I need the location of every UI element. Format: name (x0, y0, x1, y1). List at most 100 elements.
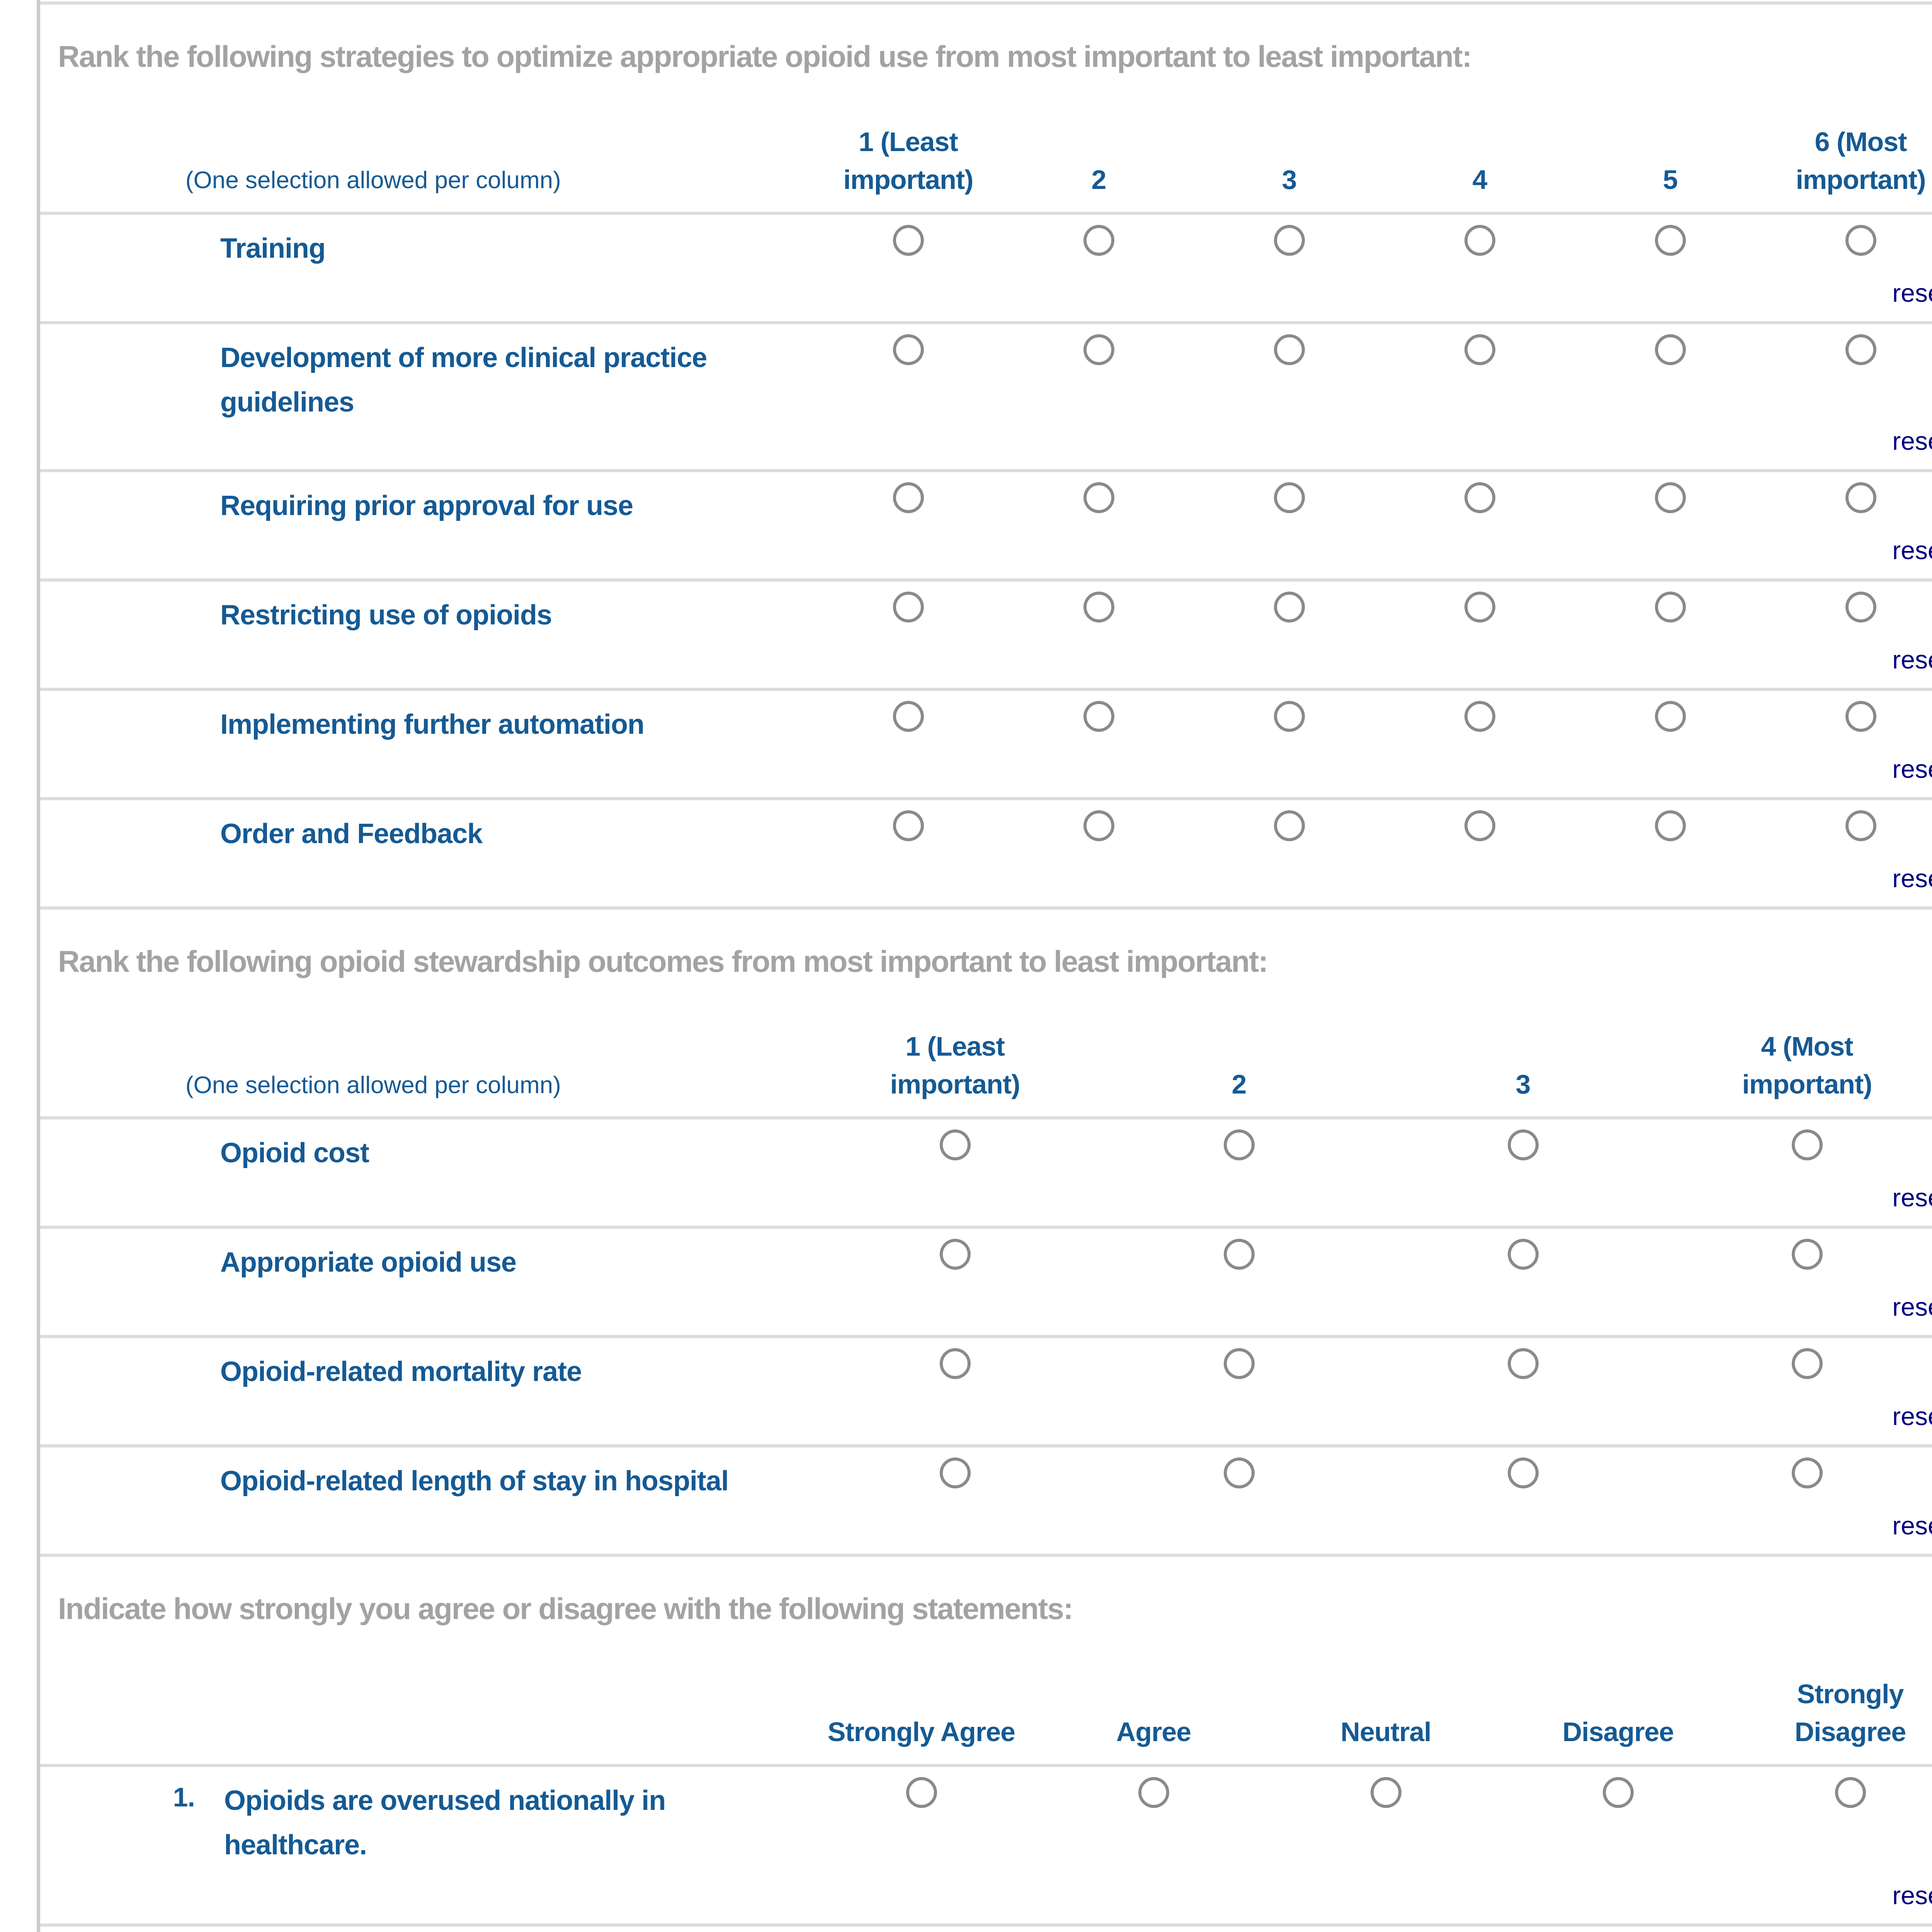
radio-button[interactable] (1845, 591, 1876, 622)
row-label-cell: Opioids are overused nationally in healt… (195, 1767, 805, 1867)
radio-button[interactable] (1083, 591, 1114, 622)
radio-button[interactable] (1083, 224, 1114, 256)
column-header-label: Disagree (1562, 1716, 1674, 1747)
reset-link[interactable]: reset (1892, 864, 1932, 893)
radio-button[interactable] (1083, 482, 1114, 513)
radio-button[interactable] (1507, 1129, 1539, 1161)
reset-link[interactable]: reset (1892, 1511, 1932, 1540)
ranking-table: (One selection allowed per column) 1 (Lea… (40, 1003, 1932, 1557)
option-cell (1097, 1447, 1381, 1489)
radio-button[interactable] (1464, 224, 1495, 256)
radio-button[interactable] (1791, 1458, 1823, 1489)
reset-link[interactable]: reset (1892, 278, 1932, 307)
table-row: Appropriate opioid use reset (40, 1229, 1932, 1338)
radio-button[interactable] (893, 591, 924, 622)
radio-button[interactable] (893, 810, 924, 841)
radio-button[interactable] (893, 334, 924, 365)
radio-button[interactable] (1223, 1348, 1255, 1379)
row-label: Opioids are overused nationally in healt… (224, 1785, 666, 1861)
column-header-2: 2 (1003, 161, 1194, 199)
radio-button[interactable] (1835, 1777, 1866, 1808)
radio-button[interactable] (1223, 1239, 1255, 1270)
radio-button[interactable] (1845, 334, 1876, 365)
radio-button[interactable] (939, 1348, 971, 1379)
radio-button[interactable] (1370, 1777, 1401, 1808)
header-label-cell: (One selection allowed per column) (40, 1070, 813, 1104)
radio-button[interactable] (939, 1129, 971, 1161)
radio-button[interactable] (1464, 591, 1495, 622)
column-header-label: 1 (Least important) (843, 126, 973, 195)
radio-button[interactable] (1655, 701, 1686, 732)
option-cell (1097, 1338, 1381, 1379)
option-cell (1665, 1119, 1932, 1161)
radio-button[interactable] (1223, 1129, 1255, 1161)
radio-button[interactable] (1791, 1239, 1823, 1270)
radio-button[interactable] (1274, 224, 1305, 256)
reset-link[interactable]: reset (1892, 645, 1932, 674)
radio-button[interactable] (1274, 591, 1305, 622)
radio-button[interactable] (893, 701, 924, 732)
radio-button[interactable] (1791, 1348, 1823, 1379)
table-header-row: (One selection allowed per column) 1 (Lea… (40, 1003, 1932, 1120)
reset-row: reset (40, 753, 1932, 797)
radio-button[interactable] (893, 482, 924, 513)
reset-link[interactable]: reset (1892, 1402, 1932, 1431)
radio-button[interactable] (1083, 810, 1114, 841)
radio-button[interactable] (1274, 482, 1305, 513)
table-row: Order and Feedback reset (40, 800, 1932, 910)
option-cell (1734, 1767, 1932, 1808)
radio-button[interactable] (1845, 482, 1876, 513)
option-cell (1575, 472, 1765, 513)
option-cell (1194, 324, 1384, 365)
table-row-main: Training (40, 215, 1932, 277)
reset-link[interactable]: reset (1892, 1293, 1932, 1321)
radio-button[interactable] (1138, 1777, 1169, 1808)
radio-button[interactable] (1274, 810, 1305, 841)
table-row-main: Opioid cost (40, 1119, 1932, 1181)
option-cell (1502, 1927, 1734, 1932)
reset-link[interactable]: reset (1892, 536, 1932, 565)
reset-link[interactable]: reset (1892, 426, 1932, 455)
radio-button[interactable] (1845, 224, 1876, 256)
option-cell (1381, 1229, 1665, 1270)
radio-button[interactable] (906, 1777, 937, 1808)
radio-button[interactable] (1083, 334, 1114, 365)
radio-button[interactable] (1507, 1348, 1539, 1379)
option-cell (1381, 1119, 1665, 1161)
radio-button[interactable] (1464, 334, 1495, 365)
panel-border-top (40, 2, 1932, 5)
radio-button[interactable] (1464, 810, 1495, 841)
radio-button[interactable] (939, 1239, 971, 1270)
radio-button[interactable] (1602, 1777, 1634, 1808)
table-row-main: Development of more clinical practice gu… (40, 324, 1932, 425)
radio-button[interactable] (1655, 482, 1686, 513)
option-cell (1765, 215, 1932, 256)
radio-button[interactable] (1791, 1129, 1823, 1161)
radio-button[interactable] (1845, 810, 1876, 841)
radio-button[interactable] (1655, 334, 1686, 365)
radio-button[interactable] (1464, 482, 1495, 513)
reset-row: reset (40, 277, 1932, 321)
option-cell (813, 691, 1003, 732)
radio-button[interactable] (1655, 591, 1686, 622)
radio-button[interactable] (1507, 1239, 1539, 1270)
reset-link[interactable]: reset (1892, 754, 1932, 783)
column-header-4: 4 (Most important) (1665, 1027, 1932, 1103)
reset-link[interactable]: reset (1892, 1881, 1932, 1910)
radio-button[interactable] (939, 1458, 971, 1489)
radio-button[interactable] (1274, 334, 1305, 365)
radio-button[interactable] (1655, 224, 1686, 256)
radio-button[interactable] (893, 224, 924, 256)
radio-button[interactable] (1274, 701, 1305, 732)
option-cell (1384, 324, 1575, 365)
radio-button[interactable] (1655, 810, 1686, 841)
reset-link[interactable]: reset (1892, 1183, 1932, 1212)
radio-button[interactable] (1507, 1458, 1539, 1489)
radio-button[interactable] (1223, 1458, 1255, 1489)
radio-button[interactable] (1464, 701, 1495, 732)
option-cell (1384, 215, 1575, 256)
option-cell (1003, 472, 1194, 513)
option-cell (1381, 1447, 1665, 1489)
radio-button[interactable] (1845, 701, 1876, 732)
radio-button[interactable] (1083, 701, 1114, 732)
